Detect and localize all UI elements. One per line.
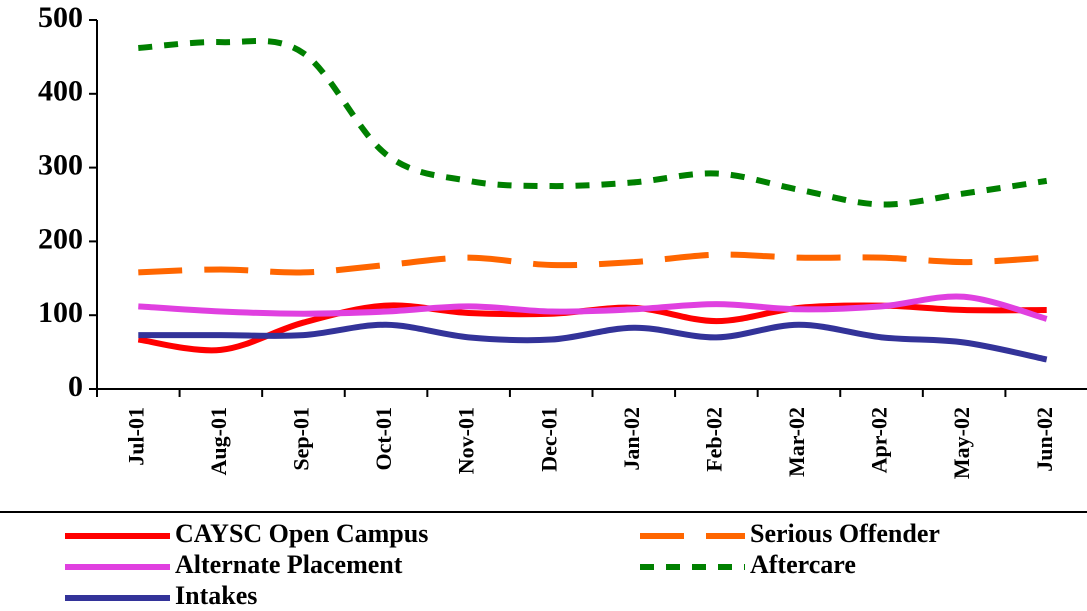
x-tick-label: Apr-02 — [867, 407, 892, 473]
x-tick-label: Dec-01 — [536, 407, 561, 472]
x-tick-label: Jun-02 — [1032, 407, 1057, 472]
legend-label: Aftercare — [750, 550, 856, 579]
x-tick-label: Feb-02 — [701, 407, 726, 472]
series-line — [138, 251, 1047, 276]
x-tick-label: Mar-02 — [784, 407, 809, 477]
x-tick-label: Aug-01 — [206, 407, 231, 475]
x-tick-label: Jan-02 — [619, 407, 644, 471]
x-tick-label: Jul-01 — [123, 407, 148, 466]
y-tick-label: 200 — [38, 222, 83, 255]
legend-label: Serious Offender — [750, 519, 940, 548]
legend-label: Alternate Placement — [175, 550, 403, 579]
y-tick-label: 400 — [38, 75, 83, 108]
series-line — [138, 37, 1048, 208]
series-line — [138, 293, 1048, 322]
x-tick-label: Nov-01 — [454, 407, 479, 474]
y-tick-label: 100 — [38, 296, 83, 329]
legend-label: Intakes — [175, 581, 257, 610]
series-line — [138, 321, 1048, 363]
y-tick-label: 500 — [38, 1, 83, 34]
x-tick-label: Oct-01 — [371, 407, 396, 471]
x-tick-label: Sep-01 — [289, 407, 314, 471]
legend-label: CAYSC Open Campus — [175, 519, 428, 548]
y-tick-label: 0 — [68, 370, 83, 403]
y-tick-label: 300 — [38, 148, 83, 181]
x-tick-label: May-02 — [949, 407, 974, 479]
